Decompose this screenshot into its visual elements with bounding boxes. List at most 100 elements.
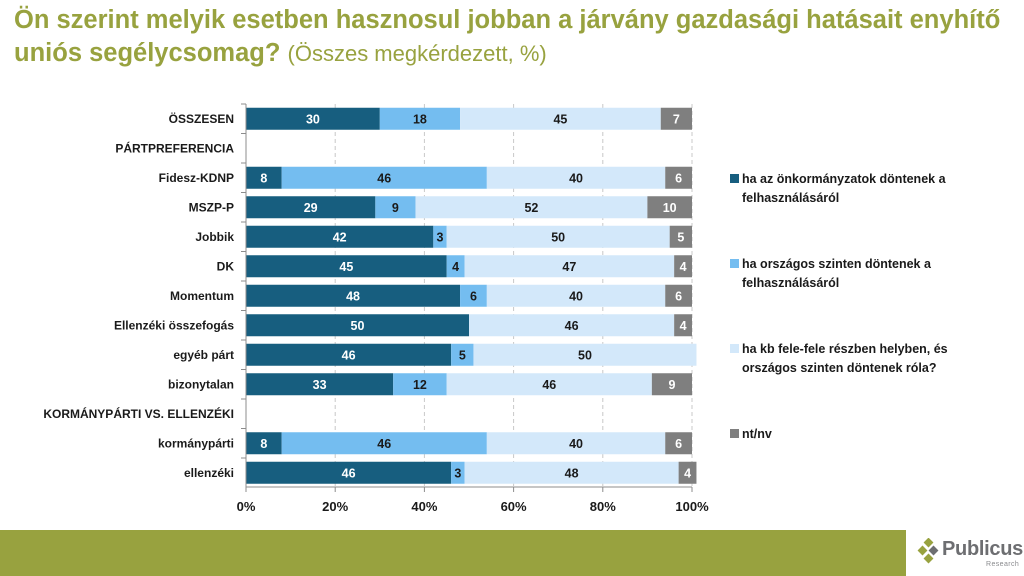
- bar-segment: [446, 225, 670, 248]
- bar-segment: [246, 255, 447, 278]
- data-label: 50: [351, 319, 365, 333]
- bar-segment: [469, 314, 675, 337]
- data-label: 50: [578, 348, 592, 362]
- bar-segment: [281, 432, 487, 455]
- bar-segment: [246, 461, 452, 484]
- data-label: 10: [663, 201, 677, 215]
- x-tick-labels: 0% 20% 40% 60% 80% 100%: [237, 499, 709, 514]
- axes: [241, 103, 693, 492]
- data-label: 6: [675, 289, 682, 303]
- bar-segment: [669, 225, 692, 248]
- bar-segment: [246, 166, 282, 189]
- title-main: Ön szerint melyik esetben hasznosul jobb…: [14, 6, 1001, 67]
- data-label: 3: [454, 466, 461, 480]
- bar-segment: [451, 343, 474, 366]
- category-label: ellenzéki: [184, 466, 234, 480]
- bar-segment: [451, 461, 465, 484]
- bar-segment: [246, 196, 376, 219]
- brand-name: Publicus: [942, 538, 1023, 560]
- publicus-logo-icon: [917, 538, 939, 564]
- bar-segment: [486, 284, 666, 307]
- category-label: PÁRTPREFERENCIA: [115, 140, 234, 155]
- footer-band: [0, 530, 906, 576]
- bar-segment: [486, 432, 666, 455]
- data-label: 18: [413, 112, 427, 126]
- bar-segment: [651, 373, 692, 396]
- bar-segment: [473, 343, 697, 366]
- data-label: 12: [413, 378, 427, 392]
- bar-segment: [660, 107, 692, 130]
- category-label: ÖSSZESEN: [169, 111, 234, 126]
- data-label: 40: [569, 289, 583, 303]
- bar-segment: [665, 284, 692, 307]
- data-label: 8: [260, 437, 267, 451]
- bar-segment: [665, 432, 692, 455]
- data-label: 52: [524, 201, 538, 215]
- data-label: 4: [680, 319, 687, 333]
- bar-segment: [678, 461, 697, 484]
- data-label: 29: [304, 201, 318, 215]
- data-label: 9: [668, 378, 675, 392]
- category-label: kormánypárti: [158, 436, 234, 450]
- data-label: 5: [459, 348, 466, 362]
- data-label: 48: [565, 466, 579, 480]
- brand-subtitle: Research: [986, 561, 1020, 568]
- bar-segment: [246, 373, 394, 396]
- data-label: 46: [377, 437, 391, 451]
- bar-segment: [246, 284, 461, 307]
- legend-swatch: [730, 429, 739, 438]
- bar-segment: [674, 255, 692, 278]
- bar-segment: [464, 461, 679, 484]
- bar-segment: [464, 255, 675, 278]
- legend-item: ha országos szinten döntenek a felhaszná…: [730, 255, 990, 293]
- category-label: egyéb párt: [173, 348, 234, 362]
- data-label: 4: [452, 260, 459, 274]
- title-subtitle: (Összes megkérdezett, %): [287, 41, 547, 66]
- legend-swatch: [730, 344, 739, 353]
- x-tick-label: 40%: [411, 499, 437, 514]
- data-label: 48: [346, 289, 360, 303]
- category-label: KORMÁNYPÁRTI VS. ELLENZÉKI: [43, 406, 234, 421]
- data-label: 47: [562, 260, 576, 274]
- x-tick-label: 0%: [237, 499, 256, 514]
- data-label: 46: [342, 348, 356, 362]
- data-label: 6: [675, 437, 682, 451]
- bar-segment: [281, 166, 487, 189]
- bar-segment: [246, 343, 452, 366]
- bar-segment: [246, 107, 380, 130]
- data-label: 46: [542, 378, 556, 392]
- data-label: 33: [313, 378, 327, 392]
- category-label: Momentum: [170, 289, 234, 303]
- bar-segment: [647, 196, 692, 219]
- data-label: 30: [306, 112, 320, 126]
- category-label: MSZP-P: [189, 200, 234, 214]
- x-tick-label: 100%: [675, 499, 709, 514]
- data-label: 40: [569, 437, 583, 451]
- category-label: bizonytalan: [168, 377, 234, 391]
- legend-label: ha az önkormányzatok döntenek a felhaszn…: [742, 172, 946, 205]
- publicus-logo: Publicus Research: [916, 534, 1024, 574]
- category-label: Jobbik: [195, 230, 234, 244]
- bar-segment: [415, 196, 648, 219]
- legend-swatch: [730, 174, 739, 183]
- data-label: 46: [565, 319, 579, 333]
- data-label: 7: [673, 112, 680, 126]
- legend-label: nt/nv: [742, 427, 772, 441]
- legend-item: ha az önkormányzatok döntenek a felhaszn…: [730, 170, 990, 208]
- data-label: 46: [342, 466, 356, 480]
- legend-item: ha kb fele-fele részben helyben, és orsz…: [730, 340, 990, 378]
- bar-segment: [246, 225, 434, 248]
- legend-swatch: [730, 259, 739, 268]
- data-label: 3: [437, 230, 444, 244]
- legend-label: ha országos szinten döntenek a felhaszná…: [742, 257, 931, 290]
- bar-segment: [486, 166, 666, 189]
- data-label: 42: [333, 230, 347, 244]
- bar-segment: [665, 166, 692, 189]
- category-label: Ellenzéki összefogás: [114, 318, 234, 332]
- bar-segment: [246, 432, 282, 455]
- data-label: 40: [569, 171, 583, 185]
- data-label: 5: [677, 230, 684, 244]
- category-labels: ÖSSZESEN PÁRTPREFERENCIA Fidesz-KDNP MSZP-P…: [43, 111, 234, 480]
